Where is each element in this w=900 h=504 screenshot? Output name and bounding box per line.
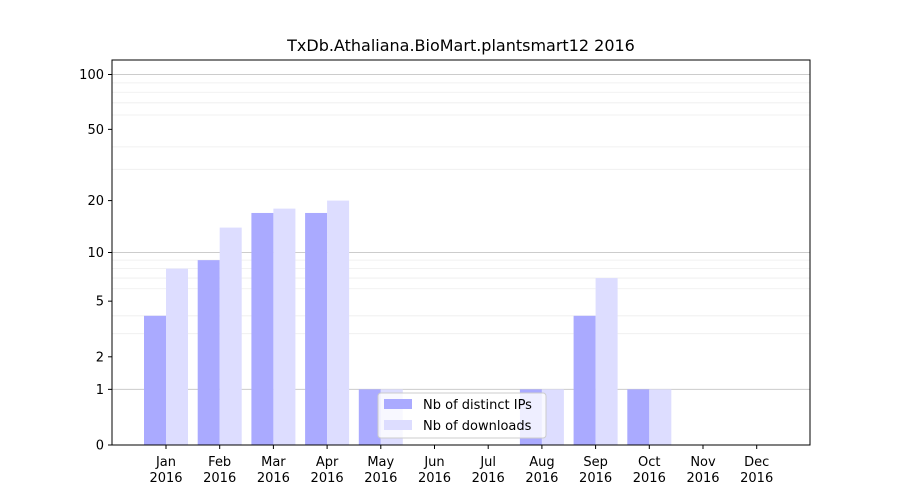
x-tick-label: Aug 2016	[525, 455, 558, 486]
legend-box	[377, 392, 547, 439]
bar-downloads	[219, 227, 242, 445]
x-tick-label: Mar 2016	[257, 455, 290, 486]
y-tick-label: 50	[87, 123, 104, 138]
x-tick-label: Dec 2016	[740, 455, 773, 486]
legend-swatch	[384, 420, 412, 430]
bar-downloads	[166, 268, 188, 445]
y-tick-label: 0	[96, 439, 104, 454]
x-tick-label: Jun 2016	[418, 455, 451, 486]
x-tick-label: Oct 2016	[633, 455, 666, 486]
x-tick-label: Jan 2016	[149, 455, 182, 486]
bar-ips	[144, 315, 166, 445]
y-axis: 0 1 2 5 10 20 50 100	[79, 68, 112, 454]
bar-downloads	[327, 200, 350, 445]
chart-title: TxDb.Athaliana.BioMart.plantsmart12 2016	[286, 36, 635, 55]
bar-ips	[305, 212, 328, 445]
y-tick-label: 1	[96, 383, 104, 398]
x-tick-label: May 2016	[364, 455, 397, 486]
y-tick-label: 20	[87, 194, 104, 209]
bar-ips	[573, 315, 596, 445]
y-tick-label: 5	[96, 295, 104, 310]
y-tick-label: 10	[87, 246, 104, 261]
bar-ips	[251, 212, 274, 445]
y-tick-label: 2	[96, 350, 104, 365]
bar-ips	[197, 260, 220, 445]
legend-label: Nb of distinct IPs	[423, 398, 532, 413]
bar-downloads	[649, 389, 672, 445]
legend-label: Nb of downloads	[423, 419, 532, 434]
bar-downloads	[595, 278, 618, 445]
x-tick-label: Jul 2016	[472, 455, 505, 486]
x-axis: Jan 2016 Feb 2016 Mar 2016 Apr 2016 May 2016 Jun 20…	[149, 445, 773, 486]
bar-downloads	[273, 208, 296, 445]
bar-downloads	[541, 389, 564, 445]
bar-ips	[627, 389, 650, 445]
x-tick-label: Apr 2016	[311, 455, 344, 486]
legend: Nb of distinct IPs Nb of downloads	[377, 392, 547, 439]
x-tick-label: Feb 2016	[203, 455, 236, 486]
bar-ips	[358, 389, 381, 445]
x-tick-label: Sep 2016	[579, 455, 612, 486]
x-tick-label: Nov 2016	[686, 455, 719, 486]
y-tick-label: 100	[79, 68, 104, 83]
legend-swatch	[384, 399, 412, 409]
